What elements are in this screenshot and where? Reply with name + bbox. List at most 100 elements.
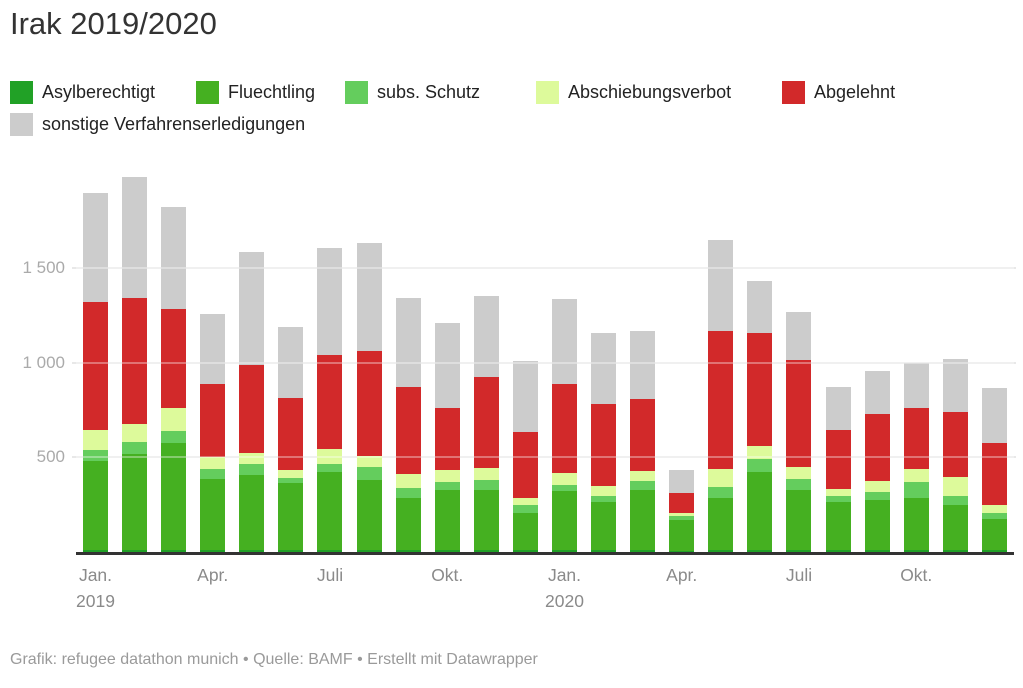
bar-segment-sonstige Verfahrenserledigungen[interactable] [942,359,968,412]
bar-segment-Abgelehnt[interactable] [630,398,656,471]
bar-segment-Asylberechtigt[interactable] [981,550,1007,552]
bar-segment-Asylberechtigt[interactable] [161,550,187,552]
bar-Mär. 2020[interactable] [630,330,656,552]
bar-Jun. 2019[interactable] [278,326,304,552]
bar-segment-Abschiebungsverbot[interactable] [200,457,226,469]
bar-segment-sonstige Verfahrenserledigungen[interactable] [278,326,304,398]
bar-segment-Asylberechtigt[interactable] [473,550,499,552]
bar-Mär. 2019[interactable] [161,206,187,552]
bar-segment-sonstige Verfahrenserledigungen[interactable] [317,248,343,356]
bar-segment-Abgelehnt[interactable] [942,411,968,478]
bar-segment-Asylberechtigt[interactable] [356,550,382,552]
bar-segment-subs. Schutz[interactable] [278,478,304,483]
bar-segment-Fluechtling[interactable] [669,519,695,551]
bar-segment-Asylberechtigt[interactable] [630,550,656,552]
bar-Okt. 2020[interactable] [903,362,929,552]
bar-Dez. 2020[interactable] [981,388,1007,552]
bar-segment-Fluechtling[interactable] [708,498,734,551]
bar-segment-subs. Schutz[interactable] [591,496,617,502]
bar-segment-subs. Schutz[interactable] [903,481,929,499]
bar-segment-sonstige Verfahrenserledigungen[interactable] [122,177,148,299]
bar-segment-subs. Schutz[interactable] [434,481,460,491]
bar-segment-Fluechtling[interactable] [200,479,226,551]
bar-segment-sonstige Verfahrenserledigungen[interactable] [239,252,265,365]
bar-segment-Fluechtling[interactable] [83,461,108,551]
bar-segment-Abschiebungsverbot[interactable] [239,452,265,464]
bar-Jun. 2020[interactable] [747,281,773,552]
bar-segment-Fluechtling[interactable] [512,513,538,551]
bar-segment-Fluechtling[interactable] [981,518,1007,551]
bar-segment-Asylberechtigt[interactable] [317,550,343,552]
bar-segment-subs. Schutz[interactable] [200,468,226,480]
bar-segment-sonstige Verfahrenserledigungen[interactable] [551,299,577,384]
bar-segment-Asylberechtigt[interactable] [83,550,108,552]
bar-segment-Abgelehnt[interactable] [512,431,538,499]
bar-segment-sonstige Verfahrenserledigungen[interactable] [747,281,773,334]
bar-segment-Fluechtling[interactable] [239,475,265,551]
bar-segment-Abgelehnt[interactable] [83,302,108,430]
bar-segment-Abgelehnt[interactable] [395,387,421,475]
bar-segment-Abschiebungsverbot[interactable] [473,467,499,481]
bar-segment-subs. Schutz[interactable] [981,513,1007,519]
bar-segment-sonstige Verfahrenserledigungen[interactable] [864,371,890,414]
bar-segment-sonstige Verfahrenserledigungen[interactable] [591,333,617,405]
bar-segment-Asylberechtigt[interactable] [200,550,226,552]
bar-Sep. 2019[interactable] [395,297,421,552]
bar-segment-subs. Schutz[interactable] [747,459,773,473]
bar-segment-Fluechtling[interactable] [786,489,812,551]
bar-segment-sonstige Verfahrenserledigungen[interactable] [434,323,460,409]
bar-segment-sonstige Verfahrenserledigungen[interactable] [708,239,734,331]
bar-segment-subs. Schutz[interactable] [551,484,577,492]
bar-Apr. 2020[interactable] [669,470,695,552]
bar-segment-Asylberechtigt[interactable] [122,550,148,552]
bar-segment-Asylberechtigt[interactable] [903,550,929,552]
bar-segment-Fluechtling[interactable] [630,489,656,551]
bar-Mai 2019[interactable] [239,252,265,552]
bar-segment-subs. Schutz[interactable] [239,463,265,476]
bar-segment-Abschiebungsverbot[interactable] [708,468,734,487]
bar-segment-sonstige Verfahrenserledigungen[interactable] [669,470,695,494]
bar-segment-Fluechtling[interactable] [825,501,851,551]
bar-segment-Abschiebungsverbot[interactable] [395,474,421,488]
bar-segment-Asylberechtigt[interactable] [512,550,538,552]
bar-segment-Abgelehnt[interactable] [786,359,812,467]
bar-segment-Abschiebungsverbot[interactable] [903,468,929,482]
bar-Apr. 2019[interactable] [200,313,226,552]
bar-segment-Abschiebungsverbot[interactable] [786,466,812,480]
bar-segment-Asylberechtigt[interactable] [825,550,851,552]
bar-segment-Asylberechtigt[interactable] [942,550,968,552]
bar-segment-Abschiebungsverbot[interactable] [942,477,968,497]
bar-Jan. 2020[interactable] [551,299,577,552]
bar-segment-subs. Schutz[interactable] [122,442,148,454]
bar-Feb. 2020[interactable] [591,333,617,552]
bar-segment-sonstige Verfahrenserledigungen[interactable] [903,362,929,409]
bar-segment-Abgelehnt[interactable] [200,383,226,458]
bar-segment-Abschiebungsverbot[interactable] [864,481,890,493]
bar-segment-Fluechtling[interactable] [747,472,773,551]
bar-segment-sonstige Verfahrenserledigungen[interactable] [825,387,851,430]
bar-segment-Abgelehnt[interactable] [434,408,460,470]
bar-segment-subs. Schutz[interactable] [786,479,812,490]
bar-segment-subs. Schutz[interactable] [83,449,108,462]
bar-segment-Asylberechtigt[interactable] [278,550,304,552]
bar-segment-Abschiebungsverbot[interactable] [83,429,108,450]
bar-segment-Abgelehnt[interactable] [551,383,577,474]
bar-segment-Abschiebungsverbot[interactable] [434,469,460,482]
bar-segment-sonstige Verfahrenserledigungen[interactable] [356,242,382,351]
bar-segment-Asylberechtigt[interactable] [434,550,460,552]
bar-segment-Fluechtling[interactable] [395,498,421,551]
bar-segment-Abgelehnt[interactable] [669,493,695,514]
bar-segment-Abschiebungsverbot[interactable] [825,488,851,497]
bar-Sep. 2020[interactable] [864,371,890,552]
bar-Okt. 2019[interactable] [434,323,460,552]
bar-segment-subs. Schutz[interactable] [669,516,695,520]
bar-segment-Fluechtling[interactable] [356,480,382,551]
bar-segment-subs. Schutz[interactable] [864,492,890,500]
bar-segment-Fluechtling[interactable] [551,491,577,551]
bar-segment-subs. Schutz[interactable] [395,487,421,499]
bar-segment-Abschiebungsverbot[interactable] [630,470,656,482]
bar-Feb. 2019[interactable] [122,177,148,552]
bar-segment-Fluechtling[interactable] [122,453,148,551]
bar-segment-subs. Schutz[interactable] [825,496,851,502]
bar-segment-Abgelehnt[interactable] [981,443,1007,505]
